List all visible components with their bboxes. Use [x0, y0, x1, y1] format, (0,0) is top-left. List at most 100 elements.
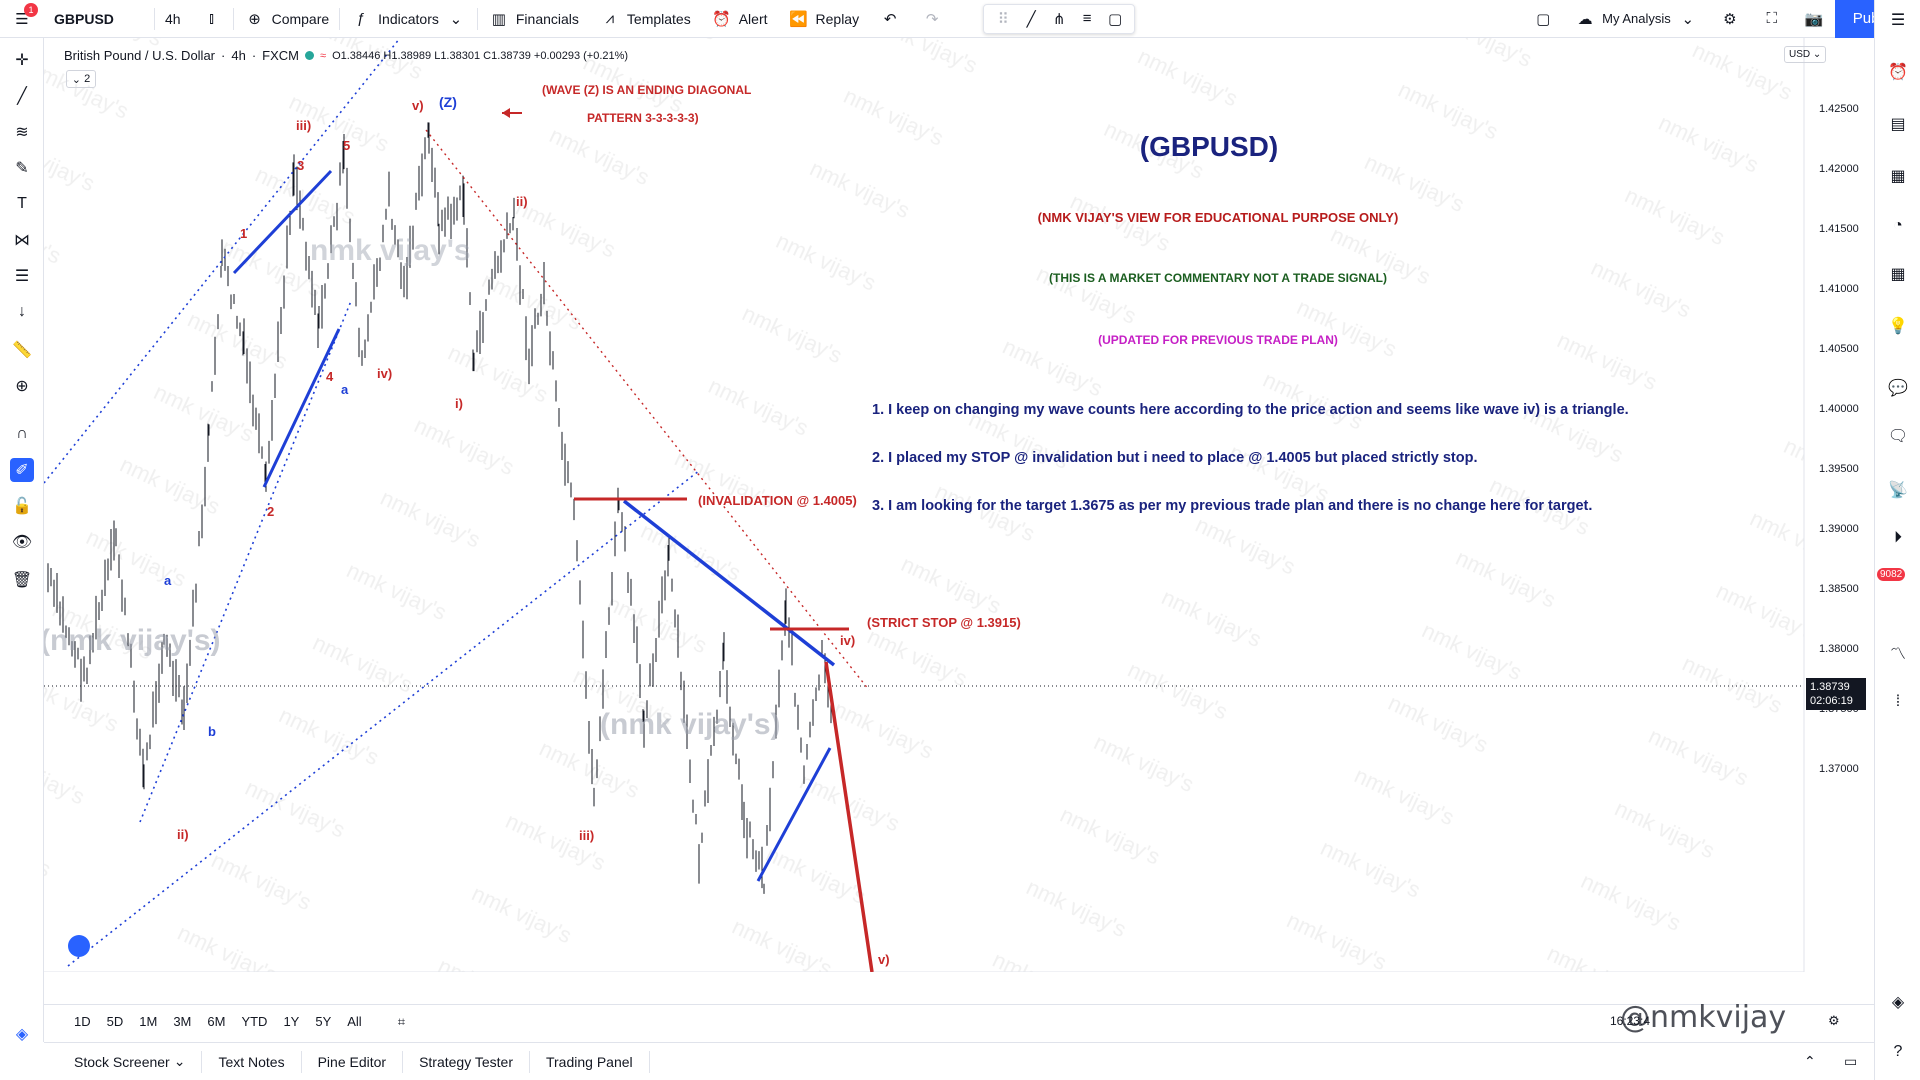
gear-icon: ⚙: [1723, 10, 1737, 28]
pitchfork-icon[interactable]: ⋔: [1052, 10, 1066, 28]
redo-button[interactable]: ↷: [911, 0, 953, 38]
arrow-tool[interactable]: ↓: [10, 300, 34, 324]
indicators-button[interactable]: ƒ Indicators ⌄: [340, 0, 477, 38]
bottom-tab[interactable]: Strategy Tester: [403, 1050, 530, 1073]
parallel-channel-icon[interactable]: ≡: [1082, 10, 1092, 27]
measure-tool[interactable]: 📏: [10, 338, 34, 362]
timeframe-button[interactable]: 5Y: [315, 1014, 332, 1029]
chart-canvas[interactable]: nmk vijay's 1.42500 1.42000 1.41500 1.41000…: [44, 38, 1874, 972]
forecast-icon: ☰: [14, 268, 30, 285]
main-menu-button[interactable]: ☰ 1: [0, 0, 44, 38]
snapshot-button[interactable]: 📷: [1793, 0, 1835, 38]
candles-icon: ⫾: [209, 10, 214, 27]
currency-select[interactable]: USD ⌄: [1784, 46, 1827, 63]
layout-select-button[interactable]: ▢: [1522, 0, 1564, 38]
calendar-button[interactable]: ▦: [1886, 262, 1910, 286]
alerts-button[interactable]: ⏰: [1886, 60, 1910, 84]
timeframe-bar: 1D 5D 1M 3M 6M YTD 1Y 5Y All ⌗ 16:23:4 ⚙: [44, 1004, 1874, 1038]
help-icon: ?: [1893, 1043, 1903, 1060]
financials-button[interactable]: ▥ Financials: [478, 0, 589, 38]
clock-time[interactable]: 16:23:4: [1610, 1014, 1651, 1028]
tradingview-logo-icon[interactable]: [68, 935, 90, 957]
alert-button[interactable]: ⏰ Alert: [701, 0, 778, 38]
layers-button[interactable]: ◈: [1886, 990, 1910, 1014]
currency-label: USD: [1789, 49, 1811, 60]
wave-v-projection-line: [824, 661, 874, 972]
remove-drawings-tool[interactable]: 🗑: [10, 568, 34, 592]
trend-line-icon[interactable]: ╱: [1026, 10, 1036, 28]
chart-style-button[interactable]: ⫾: [191, 0, 233, 38]
timeframe-button[interactable]: 1M: [139, 1014, 158, 1029]
magnet-tool[interactable]: ∩: [10, 422, 34, 446]
text-tool[interactable]: T: [10, 192, 34, 216]
notification-count-badge[interactable]: 9082: [1877, 568, 1906, 581]
templates-button[interactable]: ⩘ Templates: [589, 0, 701, 38]
price-tick-label: 1.42500: [1819, 103, 1859, 115]
signals-button[interactable]: 〽: [1886, 640, 1910, 664]
price-tick-label: 1.37000: [1819, 763, 1859, 775]
wave-label-3: 3: [297, 158, 304, 173]
timeframe-button[interactable]: YTD: [241, 1014, 268, 1029]
legend-instrument: British Pound / U.S. Dollar: [64, 48, 216, 63]
messages-button[interactable]: 🗨: [1886, 424, 1910, 448]
bottom-tab[interactable]: Text Notes: [202, 1050, 302, 1073]
chart-legend[interactable]: British Pound / U.S. Dollar · 4h · FXCM …: [64, 48, 628, 63]
dom-button[interactable]: ⁞: [1886, 690, 1910, 714]
hide-drawings-tool[interactable]: 👁: [10, 530, 34, 554]
lock-drawings-tool[interactable]: 🔓: [10, 494, 34, 518]
chevron-down-icon: ⌄: [71, 73, 82, 86]
compare-button[interactable]: ⊕ Compare: [234, 0, 340, 38]
chart-pane[interactable]: nmk vijay's 1.42500 1.42000 1.41500 1.41000…: [44, 38, 1874, 972]
trend-line-tool[interactable]: ╱: [10, 84, 34, 108]
play-button[interactable]: ⏵: [1886, 526, 1910, 550]
ideas-button[interactable]: 💡: [1886, 314, 1910, 338]
timeframe-button[interactable]: 5D: [106, 1014, 124, 1029]
indicators-label: Indicators: [378, 10, 439, 27]
timeframe-button[interactable]: 1Y: [283, 1014, 300, 1029]
brush-tool[interactable]: ✎: [10, 156, 34, 180]
rectangle-icon[interactable]: ▢: [1108, 10, 1123, 28]
price-tick-label: 1.41000: [1819, 283, 1859, 295]
wave-label-4: 4: [326, 369, 334, 384]
bottom-tab[interactable]: Pine Editor: [302, 1050, 404, 1073]
fullscreen-button[interactable]: ⛶: [1751, 0, 1793, 38]
prediction-tool[interactable]: ☰: [10, 264, 34, 288]
templates-label: Templates: [626, 10, 691, 27]
legend-collapse-button[interactable]: ⌄ 2: [66, 70, 96, 88]
chevron-up-icon[interactable]: ⌃: [1804, 1053, 1816, 1069]
chart-settings-gear-icon[interactable]: ⚙: [1828, 1013, 1840, 1028]
data-window-button[interactable]: ▤: [1886, 112, 1910, 136]
interval-button[interactable]: 4h: [165, 10, 181, 27]
price-axis[interactable]: 1.42500 1.42000 1.41500 1.41000 1.40500 1.400…: [1819, 103, 1859, 775]
trash-icon: 🗑: [11, 572, 33, 589]
crosshair-tool[interactable]: ✛: [10, 48, 34, 72]
settings-button[interactable]: ⚙: [1709, 0, 1751, 38]
fib-tool[interactable]: ≋: [10, 120, 34, 144]
news-button[interactable]: ▦: [1886, 164, 1910, 188]
wave-label-b: b: [208, 724, 216, 739]
financials-label: Financials: [515, 10, 579, 27]
watchlist-button[interactable]: ☰: [1886, 8, 1910, 32]
timeframe-button[interactable]: 6M: [207, 1014, 226, 1029]
help-button[interactable]: ?: [1886, 1040, 1910, 1064]
zoom-tool[interactable]: ⊕: [10, 374, 34, 398]
timeframe-button[interactable]: All: [347, 1014, 362, 1029]
chats-button[interactable]: 💬: [1886, 376, 1910, 400]
bottom-tab[interactable]: Trading Panel: [530, 1050, 650, 1073]
timeframe-button[interactable]: 3M: [173, 1014, 192, 1029]
stay-in-drawing-tool[interactable]: ✐: [10, 458, 34, 482]
replay-button[interactable]: ⏪ Replay: [778, 0, 870, 38]
symbol-search[interactable]: GBPUSD: [54, 10, 114, 27]
undo-icon: ↶: [883, 10, 897, 28]
timeframe-button[interactable]: 1D: [74, 1014, 91, 1029]
pattern-tool[interactable]: ⋈: [10, 228, 34, 252]
undo-button[interactable]: ↶: [869, 0, 911, 38]
drag-handle-icon[interactable]: ⠿: [997, 10, 1009, 28]
object-tree-tool[interactable]: ◈: [10, 1022, 34, 1046]
bottom-tab[interactable]: Stock Screener ⌄: [58, 1050, 203, 1073]
streams-button[interactable]: 📡: [1886, 478, 1910, 502]
hotlists-button[interactable]: ◔: [1886, 214, 1910, 238]
maximize-panel-icon[interactable]: ▭: [1844, 1053, 1858, 1069]
date-range-icon[interactable]: ⌗: [397, 1013, 406, 1029]
layout-name-button[interactable]: ☁ My Analysis ⌄: [1564, 0, 1709, 38]
